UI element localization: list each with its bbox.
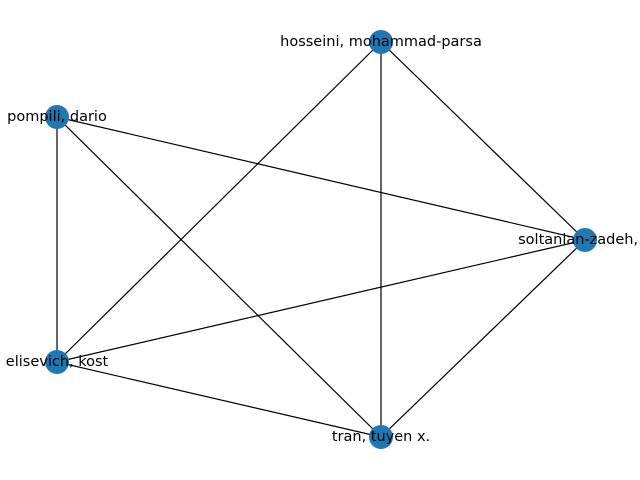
node-label-tran: tran, tuyen x. xyxy=(332,429,430,445)
node-hosseini xyxy=(369,30,393,54)
edges-layer xyxy=(56,41,586,438)
nodes-layer xyxy=(45,30,597,449)
node-tran xyxy=(369,425,393,449)
edge-hosseini-soltanian xyxy=(380,41,586,241)
node-label-hosseini: hosseini, mohammad-parsa xyxy=(280,34,482,50)
edge-pompili-tran xyxy=(56,116,382,438)
node-label-soltanian: soltanian-zadeh, h xyxy=(518,232,640,248)
node-pompili xyxy=(45,105,69,129)
labels-layer: hosseini, mohammad-parsa pompili, dario so… xyxy=(6,34,640,445)
node-soltanian xyxy=(573,228,597,252)
node-label-elisevich: elisevich, kost xyxy=(6,354,109,370)
node-label-pompili: pompili, dario xyxy=(7,109,107,125)
edge-soltanian-elisevich xyxy=(56,239,586,363)
edge-pompili-soltanian xyxy=(56,116,586,241)
edge-soltanian-tran xyxy=(380,239,586,438)
edge-hosseini-elisevich xyxy=(56,41,382,363)
node-elisevich xyxy=(45,350,69,374)
edge-elisevich-tran xyxy=(56,361,382,438)
